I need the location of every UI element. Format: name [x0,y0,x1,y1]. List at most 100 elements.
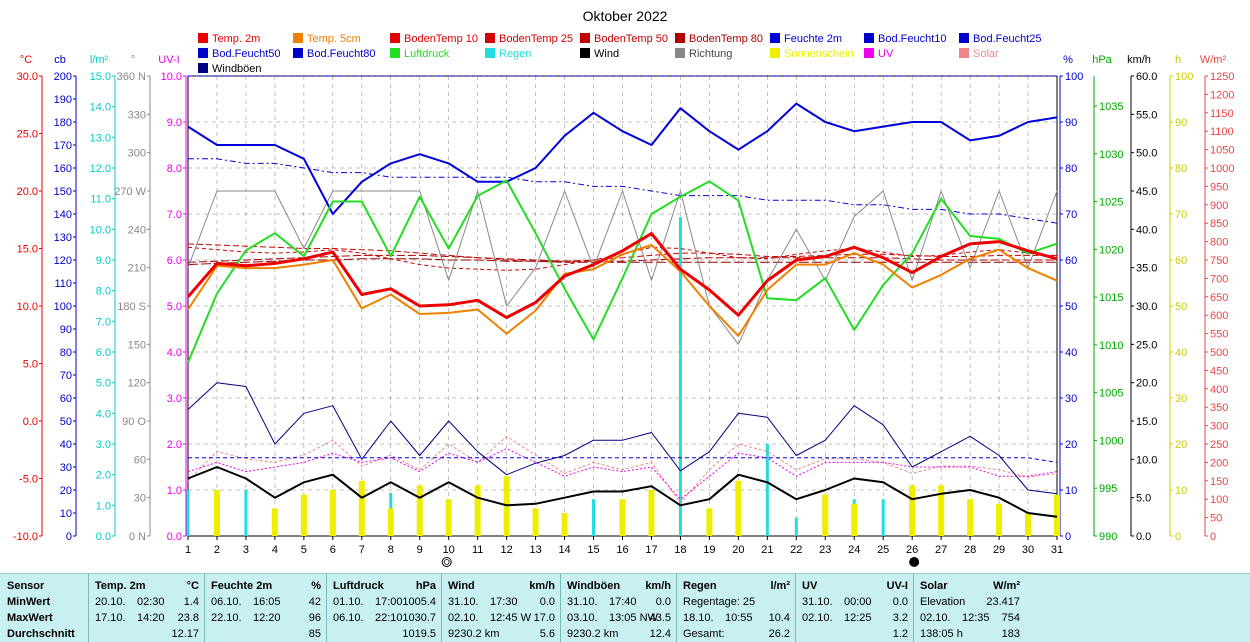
sunshine-bar [735,480,742,536]
wind-tick-label: 35.0 [1136,263,1157,275]
stats-value: 1.4 [183,596,199,608]
stats-column: Windböen km/h 31.10. 17:40 0.0 03.10. 13:05 NW… [567,574,671,642]
solar-tick-label: 1150 [1210,108,1234,120]
stats-date: 02.10. [802,612,833,624]
stats-value: 85 [308,628,321,640]
sunshine-bar [938,485,945,536]
legend-swatch [959,48,969,58]
stats-title: Temp. 2m [95,580,146,592]
legend-swatch [198,63,208,73]
cb-tick-label: 60 [60,393,72,405]
legend-swatch [390,48,400,58]
stats-separator [560,574,561,642]
stats-row: 9230.2 km 5.6 [448,626,555,642]
cb-tick-label: 70 [60,370,72,382]
stats-title: Regen [683,580,717,592]
stats-row: 31.10. 17:40 0.0 [567,594,671,610]
wind-tick-label: 0.0 [1136,531,1151,543]
x-tick-label: 14 [558,544,570,556]
legend-label: Solar [973,48,999,60]
stats-value: 10.4 [768,612,790,624]
series-bod-feucht10 [188,158,1058,224]
solar-tick-label: 900 [1210,200,1228,212]
hum-tick-label: 100 [1065,71,1083,83]
rain-tick-label: 7.0 [96,316,111,328]
x-tick-label: 5 [301,544,307,556]
stats-value: 23.417 [986,596,1020,608]
rain-tick-label: 13.0 [90,132,111,144]
legend-label: Windböen [212,63,262,75]
dir-tick-label: 30 [134,493,146,505]
legend-label: Temp. 2m [212,33,260,45]
temp-tick-label: 15.0 [17,244,38,256]
sun-tick-label: 100 [1175,71,1193,83]
stats-title: Solar [920,580,948,592]
stats-row: 20.10. 02:30 1.4 [95,594,199,610]
bars [186,217,1060,537]
rain-bar [592,499,596,536]
legend-swatch [675,33,685,43]
sun-tick-label: 10 [1175,485,1187,497]
cb-tick-label: 0 [66,531,72,543]
wind-axis-unit: km/h [1127,54,1151,66]
legend-label: Luftdruck [404,48,450,60]
stats-row: 31.10. 00:00 0.0 [802,594,908,610]
stats-column-title: Luftdruck hPa [333,574,436,594]
sun-axis-unit: h [1175,54,1181,66]
dir-tick-label: 0 N [129,531,146,543]
stats-unit: UV-I [886,580,908,592]
sunshine-bar [619,499,626,536]
legend-label: Temp. 5cm [307,33,361,45]
stats-time: 14:20 [137,612,165,624]
sunshine-bar [213,490,220,536]
temp-tick-label: -5.0 [19,474,38,486]
press-tick-label: 1000 [1099,435,1123,447]
stats-date: Gesamt: [683,628,725,640]
stats-value: 1.2 [892,628,908,640]
stats-time: 12:20 [253,612,281,624]
sunshine-bar [358,480,365,536]
x-tick-label: 3 [243,544,249,556]
rain-tick-label: 11.0 [90,194,111,206]
wind-tick-label: 20.0 [1136,378,1157,390]
uv-tick-label: 7.0 [167,209,182,221]
x-tick-label: 15 [587,544,599,556]
dir-tick-label: 270 W [114,186,146,198]
legend-label: Richtung [689,48,732,60]
hum-tick-label: 90 [1065,117,1077,129]
series-feuchte-2m [187,102,1058,215]
stats-value: 1030.7 [402,612,436,624]
legend-swatch [293,48,303,58]
stats-value: 96 [308,612,321,624]
cb-tick-label: 10 [60,508,72,520]
dir-tick-label: 330 [128,109,146,121]
solar-tick-label: 1000 [1210,163,1234,175]
wind-tick-label: 50.0 [1136,148,1157,160]
x-tick-label: 13 [529,544,541,556]
solar-tick-label: 250 [1210,439,1228,451]
stats-value: 754 [1001,612,1020,624]
hum-tick-label: 10 [1065,485,1077,497]
temp-tick-label: 30.0 [17,71,38,83]
stats-row: 138:05 h 183 [920,626,1020,642]
x-tick-label: 22 [790,544,802,556]
full-moon-icon [441,557,452,567]
cb-tick-label: 170 [54,140,72,152]
x-tick-label: 23 [819,544,831,556]
uv-tick-label: 1.0 [167,485,182,497]
legend-swatch [770,33,780,43]
rain-tick-label: 2.0 [96,470,111,482]
stats-title: Wind [448,580,475,592]
temp-axis-unit: °C [20,54,32,66]
rain-bar [881,499,885,536]
sunshine-bar [387,508,394,536]
wind-tick-label: 55.0 [1136,109,1157,121]
stats-column-title: UV UV-I [802,574,908,594]
stats-row-label: MinWert [7,596,51,608]
hum-tick-label: 80 [1065,163,1077,175]
press-tick-label: 1020 [1099,244,1123,256]
legend-swatch [675,48,685,58]
new-moon-icon [909,557,920,567]
stats-time: 13:05 NW [609,612,658,624]
legend-swatch [293,33,303,43]
